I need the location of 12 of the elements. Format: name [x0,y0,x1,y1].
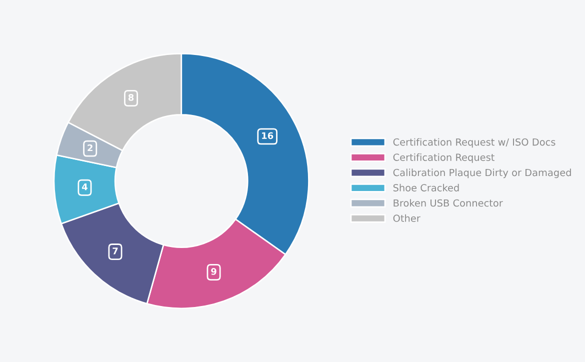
legend-label: Other [393,214,420,222]
legend-label: Calibration Plaque Dirty or Damaged [393,168,571,178]
data-label: 9 [211,268,216,275]
legend-label: Certification Request [393,153,494,163]
data-label: 16 [262,132,274,140]
data-label: 2 [88,144,92,152]
legend-label: Shoe Cracked [393,184,459,192]
data-label: 7 [112,248,118,254]
legend-label: Broken USB Connector [394,199,503,207]
data-label: 4 [82,184,88,190]
data-label: 8 [128,94,134,101]
legend-label: Certification Request w/ ISO Docs [393,138,556,148]
